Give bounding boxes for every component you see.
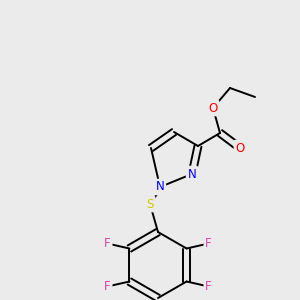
Text: F: F xyxy=(205,237,212,250)
Text: S: S xyxy=(146,197,154,211)
Text: F: F xyxy=(205,280,212,293)
Text: F: F xyxy=(104,280,111,293)
Text: O: O xyxy=(236,142,244,154)
Text: N: N xyxy=(156,181,164,194)
Text: O: O xyxy=(208,101,217,115)
Text: N: N xyxy=(188,167,196,181)
Text: F: F xyxy=(104,237,111,250)
